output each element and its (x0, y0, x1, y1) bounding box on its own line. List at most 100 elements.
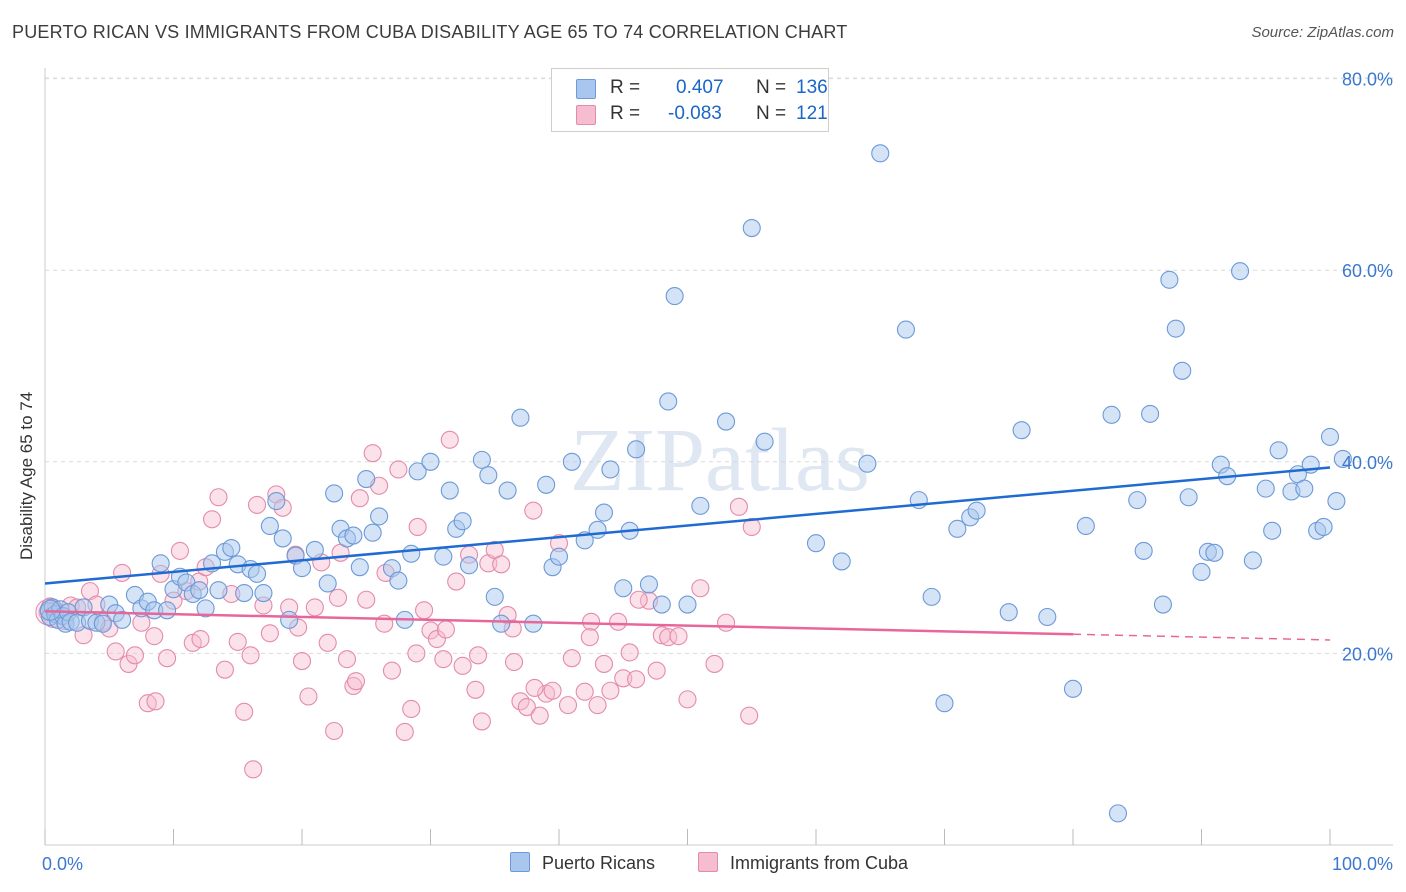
data-point-immigrants-from-cuba (647, 661, 666, 680)
data-point-puerto-ricans (292, 559, 312, 578)
data-point-immigrants-from-cuba (466, 680, 485, 699)
data-point-immigrants-from-cuba (447, 572, 466, 591)
data-point-immigrants-from-cuba (427, 629, 446, 649)
data-point-puerto-ricans (549, 547, 569, 566)
data-point-puerto-ricans (511, 408, 530, 427)
data-point-puerto-ricans (1160, 270, 1179, 289)
data-point-immigrants-from-cuba (627, 670, 646, 689)
data-point-puerto-ricans (1108, 804, 1128, 823)
data-point-immigrants-from-cuba (543, 681, 562, 700)
data-point-immigrants-from-cuba (215, 660, 234, 679)
data-point-immigrants-from-cuba (337, 650, 357, 669)
data-point-puerto-ricans (1320, 427, 1340, 446)
data-point-puerto-ricans (325, 484, 344, 503)
data-point-immigrants-from-cuba (740, 706, 759, 725)
data-point-immigrants-from-cuba (209, 488, 228, 507)
data-point-puerto-ricans (1141, 404, 1160, 423)
data-point-immigrants-from-cuba (705, 654, 724, 673)
data-point-puerto-ricans (871, 144, 890, 163)
data-point-immigrants-from-cuba (525, 678, 544, 697)
data-point-immigrants-from-cuba (113, 563, 132, 582)
data-point-puerto-ricans (806, 534, 826, 553)
trendline-puerto-ricans (44, 466, 1331, 585)
data-point-immigrants-from-cuba (575, 682, 594, 701)
data-point-immigrants-from-cuba (158, 649, 177, 668)
data-point-puerto-ricans (1153, 595, 1172, 614)
data-point-puerto-ricans (1327, 492, 1346, 511)
data-point-puerto-ricans (93, 614, 112, 633)
data-point-immigrants-from-cuba (524, 501, 543, 520)
data-point-puerto-ricans (318, 574, 337, 593)
data-point-puerto-ricans (472, 450, 491, 469)
data-point-puerto-ricans (858, 454, 877, 473)
data-point-puerto-ricans (1333, 449, 1352, 468)
data-point-puerto-ricans (935, 694, 954, 713)
data-point-puerto-ricans (440, 481, 459, 500)
data-point-puerto-ricans (370, 507, 389, 526)
data-point-immigrants-from-cuba (247, 495, 267, 514)
data-point-immigrants-from-cuba (609, 612, 628, 631)
data-point-puerto-ricans (948, 519, 967, 538)
data-point-puerto-ricans (267, 492, 286, 511)
data-point-immigrants-from-cuba (620, 643, 639, 662)
data-point-immigrants-from-cuba (305, 598, 324, 617)
data-point-puerto-ricans (1173, 361, 1192, 380)
data-point-immigrants-from-cuba (125, 646, 144, 665)
data-point-puerto-ricans (1076, 516, 1095, 536)
data-point-immigrants-from-cuba (580, 628, 599, 647)
data-point-puerto-ricans (1192, 562, 1211, 582)
data-point-immigrants-from-cuba (669, 627, 688, 646)
r-value: 0.407 (676, 77, 724, 98)
data-point-puerto-ricans (485, 587, 504, 606)
data-point-puerto-ricans (254, 583, 273, 603)
data-point-puerto-ricans (1063, 679, 1083, 698)
data-point-immigrants-from-cuba (440, 430, 459, 449)
data-point-puerto-ricans (999, 603, 1018, 622)
data-point-puerto-ricans (1314, 517, 1333, 536)
data-point-puerto-ricans (601, 460, 620, 479)
data-point-immigrants-from-cuba (472, 712, 491, 731)
data-point-immigrants-from-cuba (228, 632, 247, 651)
data-point-puerto-ricans (1269, 441, 1288, 460)
y-tick-label: 80.0% (1342, 70, 1393, 90)
data-point-puerto-ricans (678, 595, 697, 614)
data-point-puerto-ricans (691, 496, 710, 515)
data-point-puerto-ricans (742, 218, 761, 238)
data-point-immigrants-from-cuba (582, 612, 601, 631)
data-point-immigrants-from-cuba (325, 721, 344, 741)
data-point-puerto-ricans (1102, 405, 1121, 424)
data-point-puerto-ricans (627, 440, 646, 459)
data-point-puerto-ricans (1243, 551, 1262, 570)
data-point-puerto-ricans (922, 587, 941, 606)
data-point-immigrants-from-cuba (244, 760, 263, 779)
data-point-puerto-ricans (1256, 479, 1275, 498)
data-point-immigrants-from-cuba (382, 661, 402, 680)
data-point-puerto-ricans (832, 552, 851, 571)
data-point-puerto-ricans (896, 320, 916, 339)
data-point-puerto-ricans (113, 610, 132, 629)
data-point-puerto-ricans (350, 558, 369, 577)
data-point-immigrants-from-cuba (558, 696, 578, 715)
data-point-immigrants-from-cuba (346, 672, 366, 691)
data-point-puerto-ricans (389, 571, 408, 590)
trendline-immigrants-from-cuba-extension (1072, 633, 1331, 641)
data-point-immigrants-from-cuba (138, 694, 157, 713)
data-point-puerto-ricans (639, 575, 659, 594)
data-point-immigrants-from-cuba (106, 642, 125, 661)
data-point-immigrants-from-cuba (594, 654, 614, 673)
legend-label: Immigrants from Cuba (730, 853, 909, 873)
data-point-puerto-ricans (492, 614, 511, 633)
data-point-puerto-ricans (158, 601, 177, 620)
data-point-immigrants-from-cuba (530, 706, 549, 725)
data-point-immigrants-from-cuba (191, 629, 210, 649)
r-label: R = (610, 77, 641, 98)
data-point-puerto-ricans (524, 614, 543, 633)
data-point-immigrants-from-cuba (344, 676, 363, 696)
n-value: 136 (796, 77, 828, 98)
data-point-puerto-ricans (588, 520, 607, 539)
blue-swatch (576, 79, 596, 99)
data-point-puerto-ricans (594, 503, 614, 522)
data-point-puerto-ricans (280, 610, 299, 629)
r-label: R = (610, 103, 641, 124)
